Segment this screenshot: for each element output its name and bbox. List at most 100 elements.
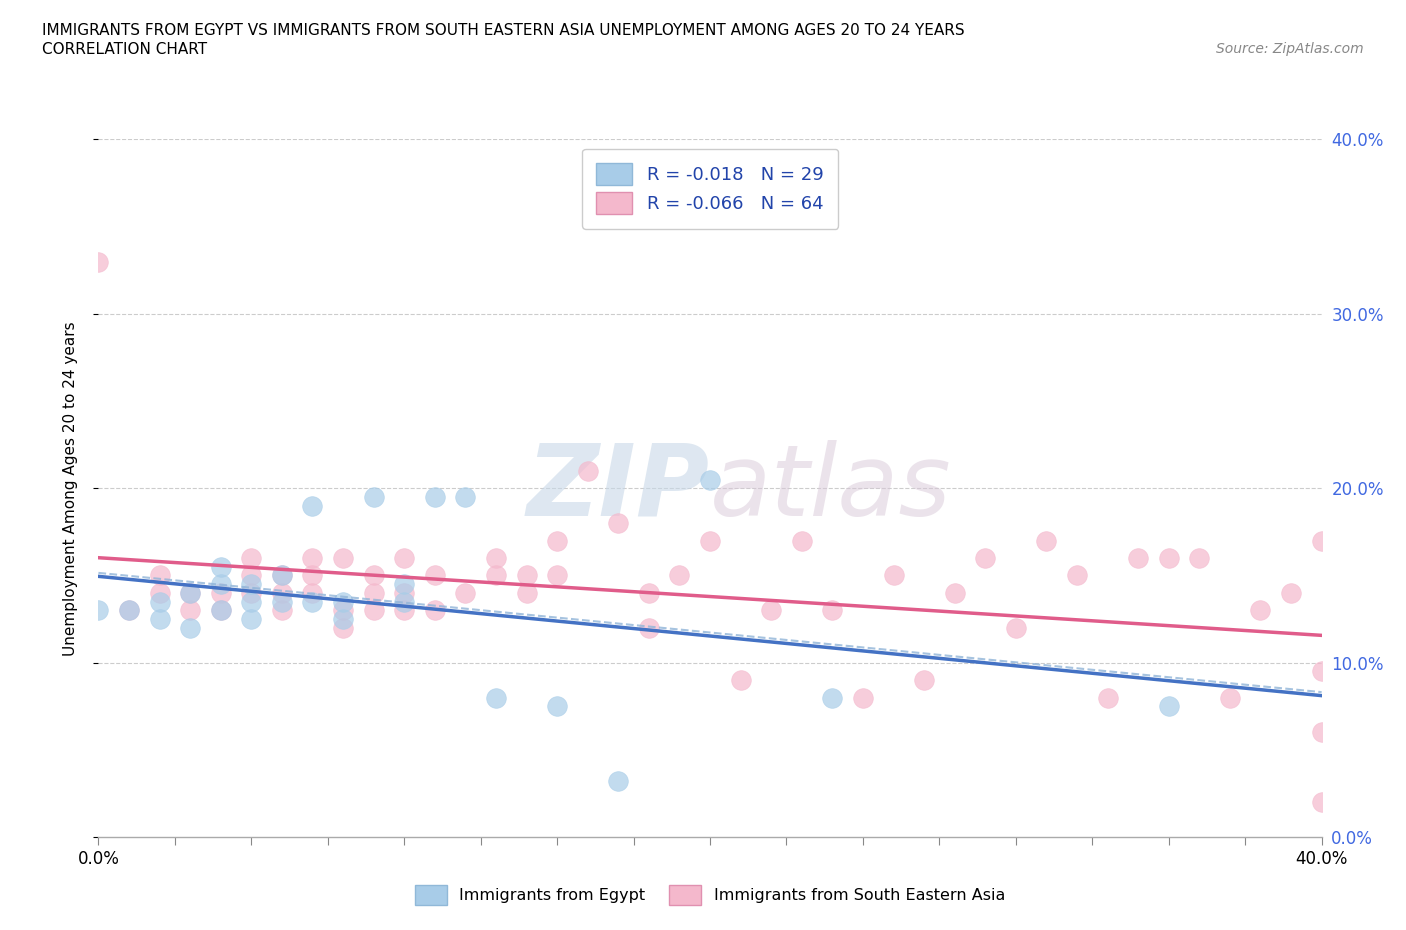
Point <box>332 551 354 565</box>
Point <box>576 463 599 478</box>
Point <box>392 594 416 609</box>
Point <box>912 672 935 687</box>
Point <box>1128 551 1150 565</box>
Point <box>301 498 323 513</box>
Point <box>179 620 201 635</box>
Text: ZIP: ZIP <box>527 440 710 537</box>
Point <box>454 489 477 504</box>
Point <box>423 489 446 504</box>
Point <box>943 586 966 601</box>
Point <box>1157 698 1180 713</box>
Point <box>821 603 844 618</box>
Point <box>423 603 446 618</box>
Point <box>1310 533 1333 548</box>
Point <box>270 568 292 583</box>
Point <box>392 586 416 601</box>
Point <box>332 612 354 627</box>
Point <box>516 568 538 583</box>
Point <box>209 586 232 601</box>
Point <box>149 594 172 609</box>
Point <box>1066 568 1088 583</box>
Point <box>179 586 201 601</box>
Point <box>1310 725 1333 740</box>
Point <box>1310 794 1333 809</box>
Point <box>301 586 323 601</box>
Point <box>485 690 508 705</box>
Point <box>516 586 538 601</box>
Point <box>1157 551 1180 565</box>
Point <box>759 603 782 618</box>
Legend: Immigrants from Egypt, Immigrants from South Eastern Asia: Immigrants from Egypt, Immigrants from S… <box>406 877 1014 912</box>
Point <box>301 551 323 565</box>
Point <box>730 672 752 687</box>
Point <box>852 690 875 705</box>
Point <box>1219 690 1241 705</box>
Text: IMMIGRANTS FROM EGYPT VS IMMIGRANTS FROM SOUTH EASTERN ASIA UNEMPLOYMENT AMONG A: IMMIGRANTS FROM EGYPT VS IMMIGRANTS FROM… <box>42 23 965 38</box>
Point <box>118 603 141 618</box>
Point <box>149 586 172 601</box>
Point <box>607 774 630 789</box>
Point <box>423 568 446 583</box>
Point <box>240 612 263 627</box>
Point <box>240 568 263 583</box>
Point <box>1097 690 1119 705</box>
Point <box>1004 620 1026 635</box>
Point <box>790 533 813 548</box>
Point <box>270 568 292 583</box>
Point <box>1249 603 1271 618</box>
Point <box>209 603 232 618</box>
Y-axis label: Unemployment Among Ages 20 to 24 years: Unemployment Among Ages 20 to 24 years <box>63 321 77 656</box>
Point <box>363 568 385 583</box>
Point <box>118 603 141 618</box>
Point <box>363 603 385 618</box>
Point <box>1035 533 1057 548</box>
Point <box>821 690 844 705</box>
Point <box>392 577 416 591</box>
Point <box>392 603 416 618</box>
Point <box>546 568 568 583</box>
Point <box>1188 551 1211 565</box>
Point <box>87 254 110 269</box>
Point <box>332 594 354 609</box>
Point <box>270 594 292 609</box>
Point <box>149 612 172 627</box>
Point <box>240 586 263 601</box>
Point <box>1279 586 1302 601</box>
Point <box>240 594 263 609</box>
Point <box>332 620 354 635</box>
Point <box>699 533 721 548</box>
Point <box>546 698 568 713</box>
Point <box>974 551 997 565</box>
Point <box>883 568 905 583</box>
Point <box>209 603 232 618</box>
Point <box>301 568 323 583</box>
Point <box>637 620 661 635</box>
Point <box>485 568 508 583</box>
Point <box>87 603 110 618</box>
Text: CORRELATION CHART: CORRELATION CHART <box>42 42 207 57</box>
Point <box>607 515 630 530</box>
Point <box>668 568 690 583</box>
Point <box>1310 664 1333 679</box>
Point <box>209 577 232 591</box>
Text: atlas: atlas <box>710 440 952 537</box>
Point <box>179 586 201 601</box>
Point <box>301 594 323 609</box>
Point <box>149 568 172 583</box>
Point <box>363 489 385 504</box>
Point <box>240 577 263 591</box>
Point <box>332 603 354 618</box>
Point <box>240 551 263 565</box>
Point <box>270 586 292 601</box>
Point <box>485 551 508 565</box>
Text: Source: ZipAtlas.com: Source: ZipAtlas.com <box>1216 42 1364 56</box>
Point <box>454 586 477 601</box>
Point <box>363 586 385 601</box>
Point <box>270 603 292 618</box>
Point <box>209 559 232 574</box>
Point <box>179 603 201 618</box>
Point <box>546 533 568 548</box>
Point <box>637 586 661 601</box>
Point <box>699 472 721 487</box>
Point <box>392 551 416 565</box>
